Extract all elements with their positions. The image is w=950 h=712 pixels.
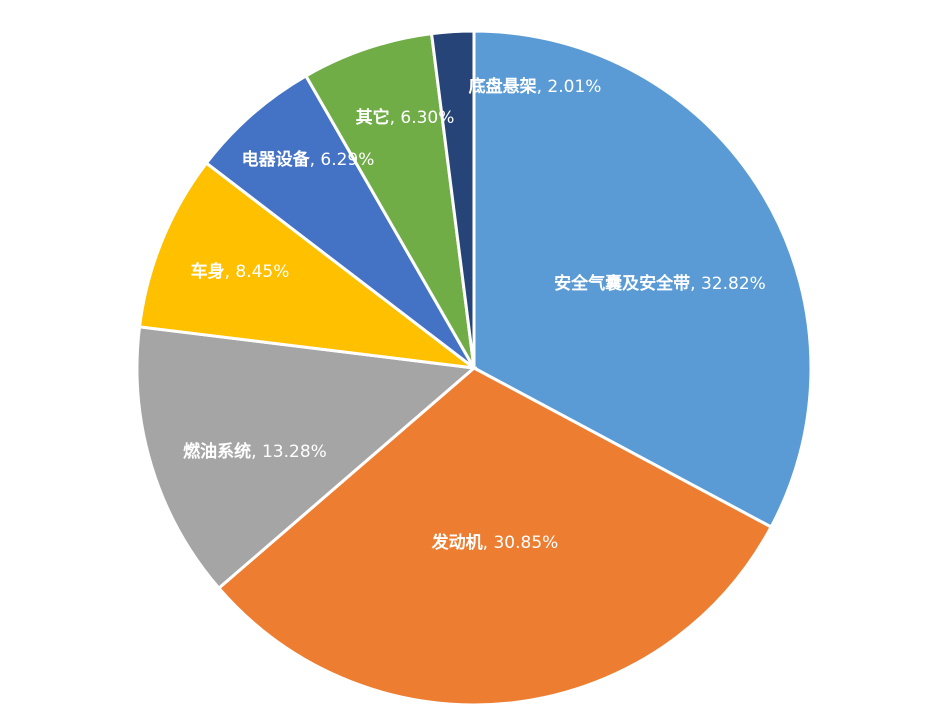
pie-slice [303, 32, 476, 369]
category-name: 车身 [191, 261, 225, 282]
pie-slice [135, 325, 478, 591]
slice-label: 燃油系统, 13.28% [183, 441, 327, 462]
pie-slice [216, 366, 774, 707]
category-name: 燃油系统 [183, 441, 251, 462]
category-name: 底盘悬架 [469, 76, 537, 97]
category-name: 其它 [356, 107, 390, 128]
category-name: 发动机 [431, 532, 483, 553]
slice-label: 底盘悬架, 2.01% [469, 76, 602, 97]
value-label: , 2.01% [537, 77, 602, 97]
slice-label: 发动机, 30.85% [431, 532, 559, 553]
value-label: , 32.82% [690, 274, 766, 294]
value-label: , 30.85% [483, 533, 559, 553]
slice-label: 其它, 6.30% [356, 107, 455, 128]
category-name: 电器设备 [242, 149, 311, 170]
slice-label: 安全气囊及安全带, 32.82% [554, 273, 766, 294]
value-label: , 13.28% [251, 442, 327, 462]
value-label: , 6.29% [310, 150, 375, 170]
slice-label: 车身, 8.45% [191, 261, 290, 282]
pie-slice [137, 161, 480, 371]
pie-slice [472, 29, 813, 530]
slice-label: 电器设备, 6.29% [242, 149, 375, 170]
category-name: 安全气囊及安全带 [554, 273, 690, 294]
pie-slice [429, 29, 476, 369]
value-label: , 8.45% [225, 262, 290, 282]
pie-slice [204, 73, 476, 370]
value-label: , 6.30% [390, 108, 455, 128]
